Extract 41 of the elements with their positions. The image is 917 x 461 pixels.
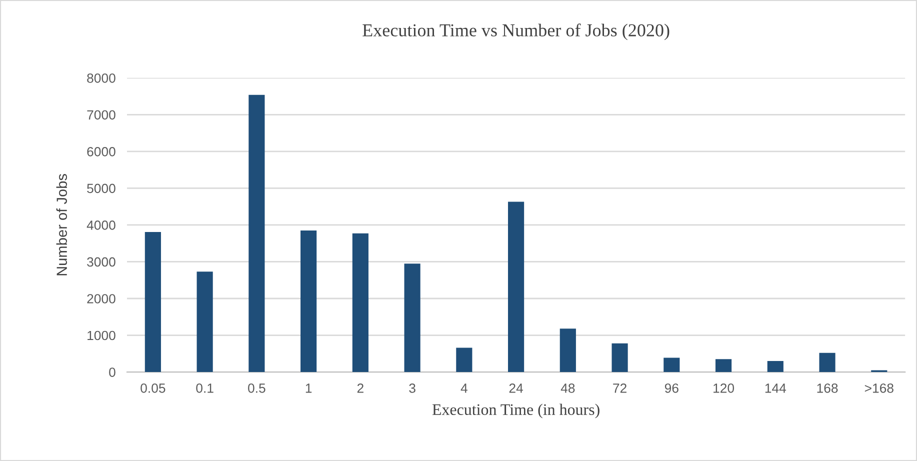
x-tick-label: 1 [306,384,312,393]
bar [767,361,784,372]
x-tick-label: 24 [509,383,523,393]
x-tick-label: 168 [817,383,838,393]
bar [508,202,524,372]
x-tick-label: 120 [714,383,734,393]
bar [612,343,628,372]
x-tick-label: 72 [613,383,626,393]
bar [300,230,317,372]
bar [819,352,836,372]
x-tick-label: >168 [864,383,894,393]
y-tick-label: 7000 [87,110,116,120]
x-tick-label: 0.05 [140,383,166,393]
bar [664,358,680,372]
x-tick-label: 48 [560,383,575,393]
x-tick-label: 144 [765,384,786,393]
y-tick-label: 0 [109,368,116,377]
x-tick-label: 0.5 [248,383,266,393]
x-tick-label: 0.1 [196,383,214,393]
y-axis-title: Number of Jobs [56,174,67,276]
y-tick-label: 1000 [88,330,116,340]
y-tick-label: 4000 [86,220,116,230]
bar [196,272,213,372]
y-tick-label: 2000 [87,294,116,304]
x-tick-label: 96 [664,383,678,393]
bar [404,264,420,372]
bar [456,348,472,372]
bar [352,233,368,372]
bar [248,94,265,372]
y-tick-label: 5000 [87,184,116,194]
bar [715,359,732,372]
x-axis-title: Execution Time (in hours) [432,404,600,418]
x-tick-label: 3 [409,383,416,393]
bar [144,232,161,372]
y-tick-label: 8000 [87,73,116,83]
x-tick-label: 4 [460,384,468,393]
x-tick-label: 2 [357,383,364,393]
y-tick-label: 3000 [87,257,116,267]
y-tick-label: 6000 [87,147,116,156]
chart-title: Execution Time vs Number of Jobs (2020) [362,24,670,40]
bar [560,328,576,372]
